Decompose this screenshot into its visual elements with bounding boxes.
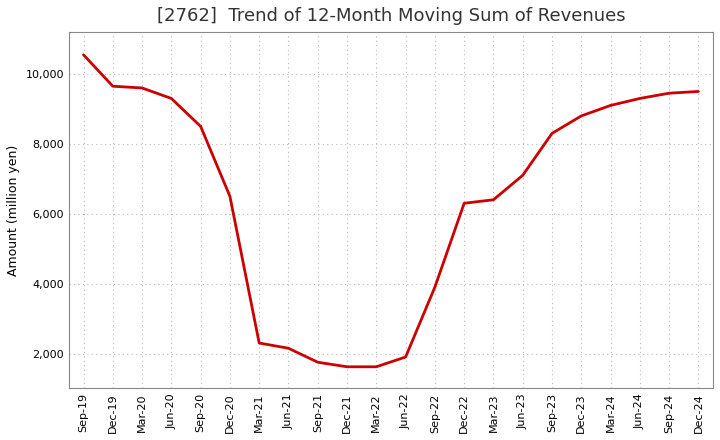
Y-axis label: Amount (million yen): Amount (million yen) [7, 145, 20, 276]
Title: [2762]  Trend of 12-Month Moving Sum of Revenues: [2762] Trend of 12-Month Moving Sum of R… [157, 7, 625, 25]
